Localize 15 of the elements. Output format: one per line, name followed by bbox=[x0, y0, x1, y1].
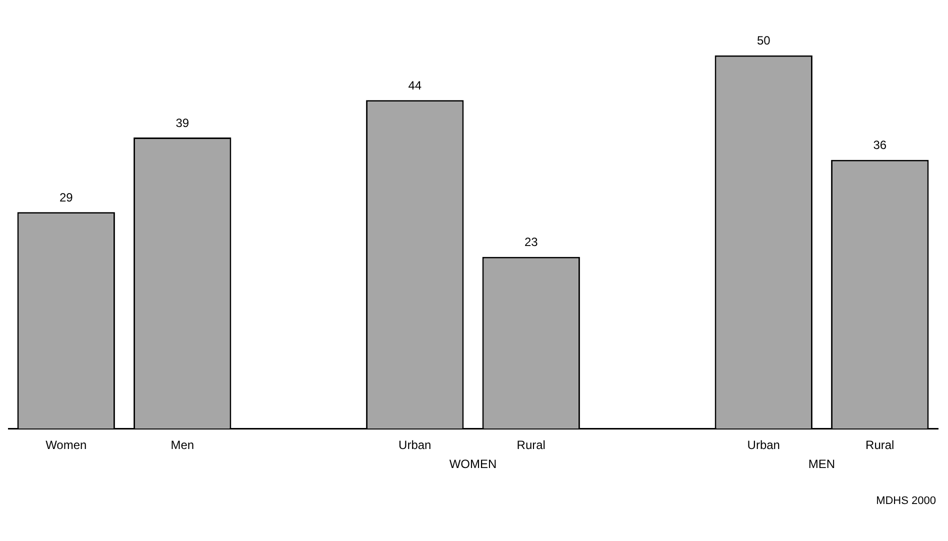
text: MEN bbox=[808, 456, 836, 471]
x-tick-label: Men bbox=[170, 438, 194, 452]
x-tick-label: Women bbox=[46, 438, 87, 452]
data-label: 29 bbox=[59, 190, 74, 204]
data-label: 36 bbox=[873, 138, 887, 152]
text: WOMEN bbox=[449, 456, 497, 471]
x-tick-label: Urban bbox=[398, 438, 432, 452]
x-tick-label: Rural bbox=[516, 438, 546, 452]
text: MDHS 2000 bbox=[876, 495, 936, 508]
data-label: 23 bbox=[524, 235, 538, 250]
x-tick-label: Rural bbox=[866, 438, 894, 452]
x-tick-label: Urban bbox=[747, 438, 780, 452]
data-label: 44 bbox=[408, 78, 422, 92]
data-label: 50 bbox=[756, 34, 771, 48]
data-label: 39 bbox=[176, 116, 190, 130]
